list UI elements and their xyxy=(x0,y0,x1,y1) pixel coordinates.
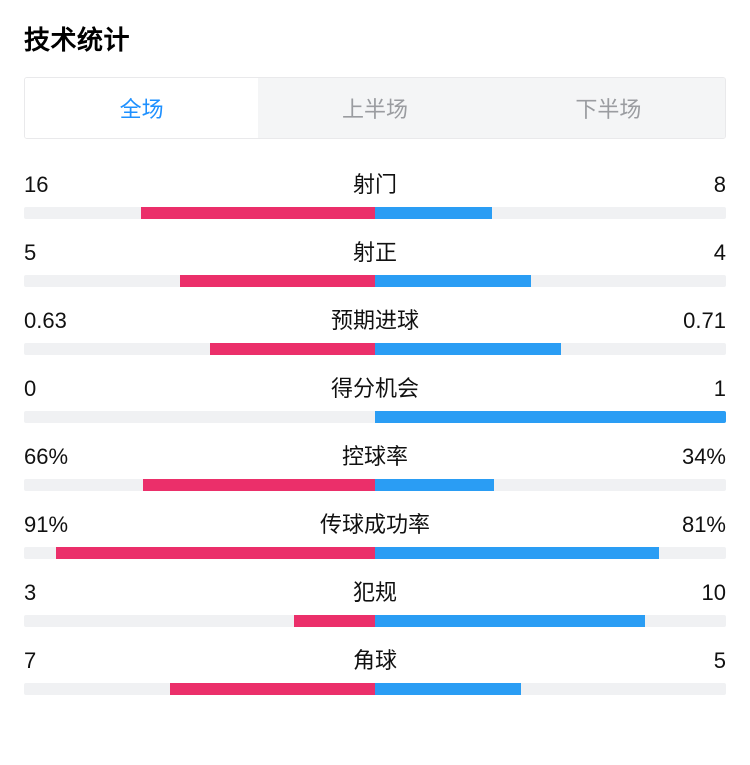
stat-bar-fill-left xyxy=(141,207,375,219)
stat-bar-half-right xyxy=(375,207,726,219)
stat-row: 0得分机会1 xyxy=(24,371,726,423)
stat-bar-half-right xyxy=(375,275,726,287)
stat-right-value: 0.71 xyxy=(666,308,726,334)
stat-right-value: 5 xyxy=(666,648,726,674)
stat-bar-track xyxy=(24,411,726,423)
stat-right-value: 4 xyxy=(666,240,726,266)
stat-left-value: 0.63 xyxy=(24,308,84,334)
stat-bar-track xyxy=(24,207,726,219)
stat-bar-half-left xyxy=(24,479,375,491)
tab-0[interactable]: 全场 xyxy=(25,78,258,138)
stat-name-label: 射门 xyxy=(84,167,666,199)
stat-bar-fill-right xyxy=(375,479,494,491)
stat-name-label: 预期进球 xyxy=(84,303,666,335)
stat-bar-track xyxy=(24,547,726,559)
stat-right-value: 1 xyxy=(666,376,726,402)
stat-left-value: 3 xyxy=(24,580,84,606)
stat-name-label: 得分机会 xyxy=(84,371,666,403)
stat-left-value: 91% xyxy=(24,512,84,538)
stat-bar-fill-left xyxy=(170,683,375,695)
stats-list: 16射门85射正40.63预期进球0.710得分机会166%控球率34%91%传… xyxy=(24,167,726,695)
stat-bar-fill-left xyxy=(210,343,375,355)
stat-labels: 0.63预期进球0.71 xyxy=(24,303,726,335)
stat-bar-half-left xyxy=(24,615,375,627)
stat-right-value: 8 xyxy=(666,172,726,198)
stat-labels: 3犯规10 xyxy=(24,575,726,607)
stat-bar-half-left xyxy=(24,411,375,423)
stat-bar-track xyxy=(24,683,726,695)
stat-left-value: 5 xyxy=(24,240,84,266)
stat-bar-fill-left xyxy=(143,479,375,491)
stat-bar-fill-left xyxy=(56,547,375,559)
stat-row: 5射正4 xyxy=(24,235,726,287)
stat-bar-fill-left xyxy=(294,615,375,627)
stat-bar-half-right xyxy=(375,683,726,695)
stat-labels: 0得分机会1 xyxy=(24,371,726,403)
stat-bar-fill-right xyxy=(375,683,521,695)
stat-bar-track xyxy=(24,275,726,287)
stat-row: 16射门8 xyxy=(24,167,726,219)
stat-name-label: 传球成功率 xyxy=(84,507,666,539)
stat-row: 91%传球成功率81% xyxy=(24,507,726,559)
stat-labels: 7角球5 xyxy=(24,643,726,675)
stat-labels: 16射门8 xyxy=(24,167,726,199)
stat-bar-track xyxy=(24,615,726,627)
stat-bar-fill-right xyxy=(375,615,645,627)
stat-name-label: 射正 xyxy=(84,235,666,267)
stat-row: 7角球5 xyxy=(24,643,726,695)
stat-right-value: 81% xyxy=(666,512,726,538)
stat-bar-fill-left xyxy=(180,275,375,287)
stat-left-value: 0 xyxy=(24,376,84,402)
stat-bar-fill-right xyxy=(375,343,561,355)
tabs-container: 全场上半场下半场 xyxy=(24,77,726,139)
stat-bar-fill-right xyxy=(375,547,659,559)
stat-labels: 66%控球率34% xyxy=(24,439,726,471)
stat-bar-fill-right xyxy=(375,411,726,423)
tab-2[interactable]: 下半场 xyxy=(492,78,725,138)
stat-name-label: 角球 xyxy=(84,643,666,675)
stat-bar-half-left xyxy=(24,683,375,695)
stat-bar-half-left xyxy=(24,547,375,559)
stat-bar-half-right xyxy=(375,411,726,423)
stat-row: 3犯规10 xyxy=(24,575,726,627)
stat-bar-fill-right xyxy=(375,275,531,287)
stat-name-label: 控球率 xyxy=(84,439,666,471)
stat-left-value: 16 xyxy=(24,172,84,198)
stat-left-value: 7 xyxy=(24,648,84,674)
stat-labels: 5射正4 xyxy=(24,235,726,267)
stat-bar-half-right xyxy=(375,547,726,559)
stat-bar-half-right xyxy=(375,343,726,355)
stat-row: 0.63预期进球0.71 xyxy=(24,303,726,355)
stat-bar-half-left xyxy=(24,343,375,355)
stat-bar-fill-right xyxy=(375,207,492,219)
stat-bar-track xyxy=(24,479,726,491)
stat-labels: 91%传球成功率81% xyxy=(24,507,726,539)
stat-name-label: 犯规 xyxy=(84,575,666,607)
stat-bar-half-right xyxy=(375,615,726,627)
stat-bar-half-right xyxy=(375,479,726,491)
stat-bar-track xyxy=(24,343,726,355)
stat-right-value: 34% xyxy=(666,444,726,470)
page-title: 技术统计 xyxy=(24,20,726,57)
stat-bar-half-left xyxy=(24,207,375,219)
stat-left-value: 66% xyxy=(24,444,84,470)
stat-right-value: 10 xyxy=(666,580,726,606)
tab-1[interactable]: 上半场 xyxy=(258,78,491,138)
stat-bar-half-left xyxy=(24,275,375,287)
stat-row: 66%控球率34% xyxy=(24,439,726,491)
